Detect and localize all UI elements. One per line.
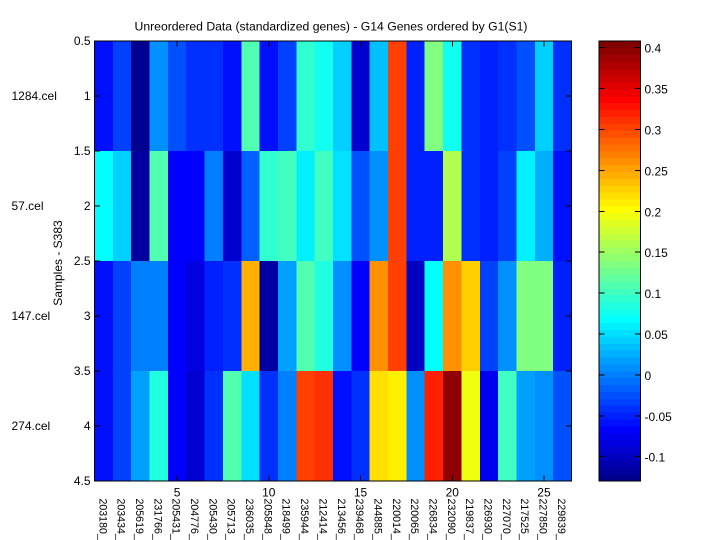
svg-text:-0.1: -0.1 xyxy=(645,451,666,465)
svg-text:217525_: 217525_ xyxy=(518,499,530,540)
svg-text:205431_: 205431_ xyxy=(170,499,182,540)
svg-text:4: 4 xyxy=(84,419,91,433)
svg-text:231766_: 231766_ xyxy=(151,499,163,540)
svg-text:3: 3 xyxy=(84,309,91,323)
svg-text:15: 15 xyxy=(354,486,368,500)
svg-text:0.4: 0.4 xyxy=(645,42,662,56)
svg-text:205713_: 205713_ xyxy=(225,499,237,540)
svg-text:226930_: 226930_ xyxy=(482,499,494,540)
svg-text:220014_: 220014_ xyxy=(390,499,402,540)
svg-text:147.cel: 147.cel xyxy=(12,309,51,323)
svg-text:220065_: 220065_ xyxy=(408,499,420,540)
svg-text:0.35: 0.35 xyxy=(645,83,669,97)
svg-text:204776_: 204776_ xyxy=(188,499,200,540)
svg-text:Unreordered Data (standardized: Unreordered Data (standardized genes) - … xyxy=(135,20,528,34)
svg-text:2.5: 2.5 xyxy=(74,254,91,268)
svg-text:0.25: 0.25 xyxy=(645,164,669,178)
svg-text:57.cel: 57.cel xyxy=(12,199,44,213)
svg-text:227850_: 227850_ xyxy=(537,499,549,540)
svg-text:219837_: 219837_ xyxy=(463,499,475,540)
svg-text:0.3: 0.3 xyxy=(645,124,662,138)
svg-text:0.05: 0.05 xyxy=(645,328,669,342)
svg-text:0.5: 0.5 xyxy=(74,34,91,48)
svg-text:226834_: 226834_ xyxy=(427,499,439,540)
svg-text:205430_: 205430_ xyxy=(206,499,218,540)
svg-text:10: 10 xyxy=(262,486,276,500)
svg-text:1.5: 1.5 xyxy=(74,144,91,158)
svg-text:203180_: 203180_ xyxy=(96,499,108,540)
svg-text:236035_: 236035_ xyxy=(243,499,255,540)
svg-text:4.5: 4.5 xyxy=(74,474,91,488)
svg-text:205619_: 205619_ xyxy=(133,499,145,540)
svg-text:235944_: 235944_ xyxy=(298,499,310,540)
svg-text:227070_: 227070_ xyxy=(500,499,512,540)
svg-text:0.1: 0.1 xyxy=(645,287,662,301)
svg-text:229839_: 229839_ xyxy=(555,499,567,540)
svg-text:0.2: 0.2 xyxy=(645,205,662,219)
svg-text:244885_: 244885_ xyxy=(371,499,383,540)
svg-text:232090_: 232090_ xyxy=(445,499,457,540)
svg-text:1284.cel: 1284.cel xyxy=(12,89,57,103)
svg-text:20: 20 xyxy=(446,486,460,500)
svg-text:1: 1 xyxy=(84,89,91,103)
svg-text:2: 2 xyxy=(84,199,91,213)
svg-text:274.cel: 274.cel xyxy=(12,419,51,433)
svg-text:0: 0 xyxy=(645,369,652,383)
svg-text:0.15: 0.15 xyxy=(645,246,669,260)
svg-text:3.5: 3.5 xyxy=(74,364,91,378)
svg-text:-0.05: -0.05 xyxy=(645,410,673,424)
svg-text:5: 5 xyxy=(174,486,181,500)
svg-text:218499_: 218499_ xyxy=(280,499,292,540)
svg-text:203434_: 203434_ xyxy=(115,499,127,540)
svg-text:212414_: 212414_ xyxy=(316,499,328,540)
svg-text:239468_: 239468_ xyxy=(353,499,365,540)
svg-text:213456_: 213456_ xyxy=(335,499,347,540)
svg-text:205848_: 205848_ xyxy=(261,499,273,540)
svg-text:25: 25 xyxy=(537,486,551,500)
svg-text:Samples - S383: Samples - S383 xyxy=(51,220,65,306)
